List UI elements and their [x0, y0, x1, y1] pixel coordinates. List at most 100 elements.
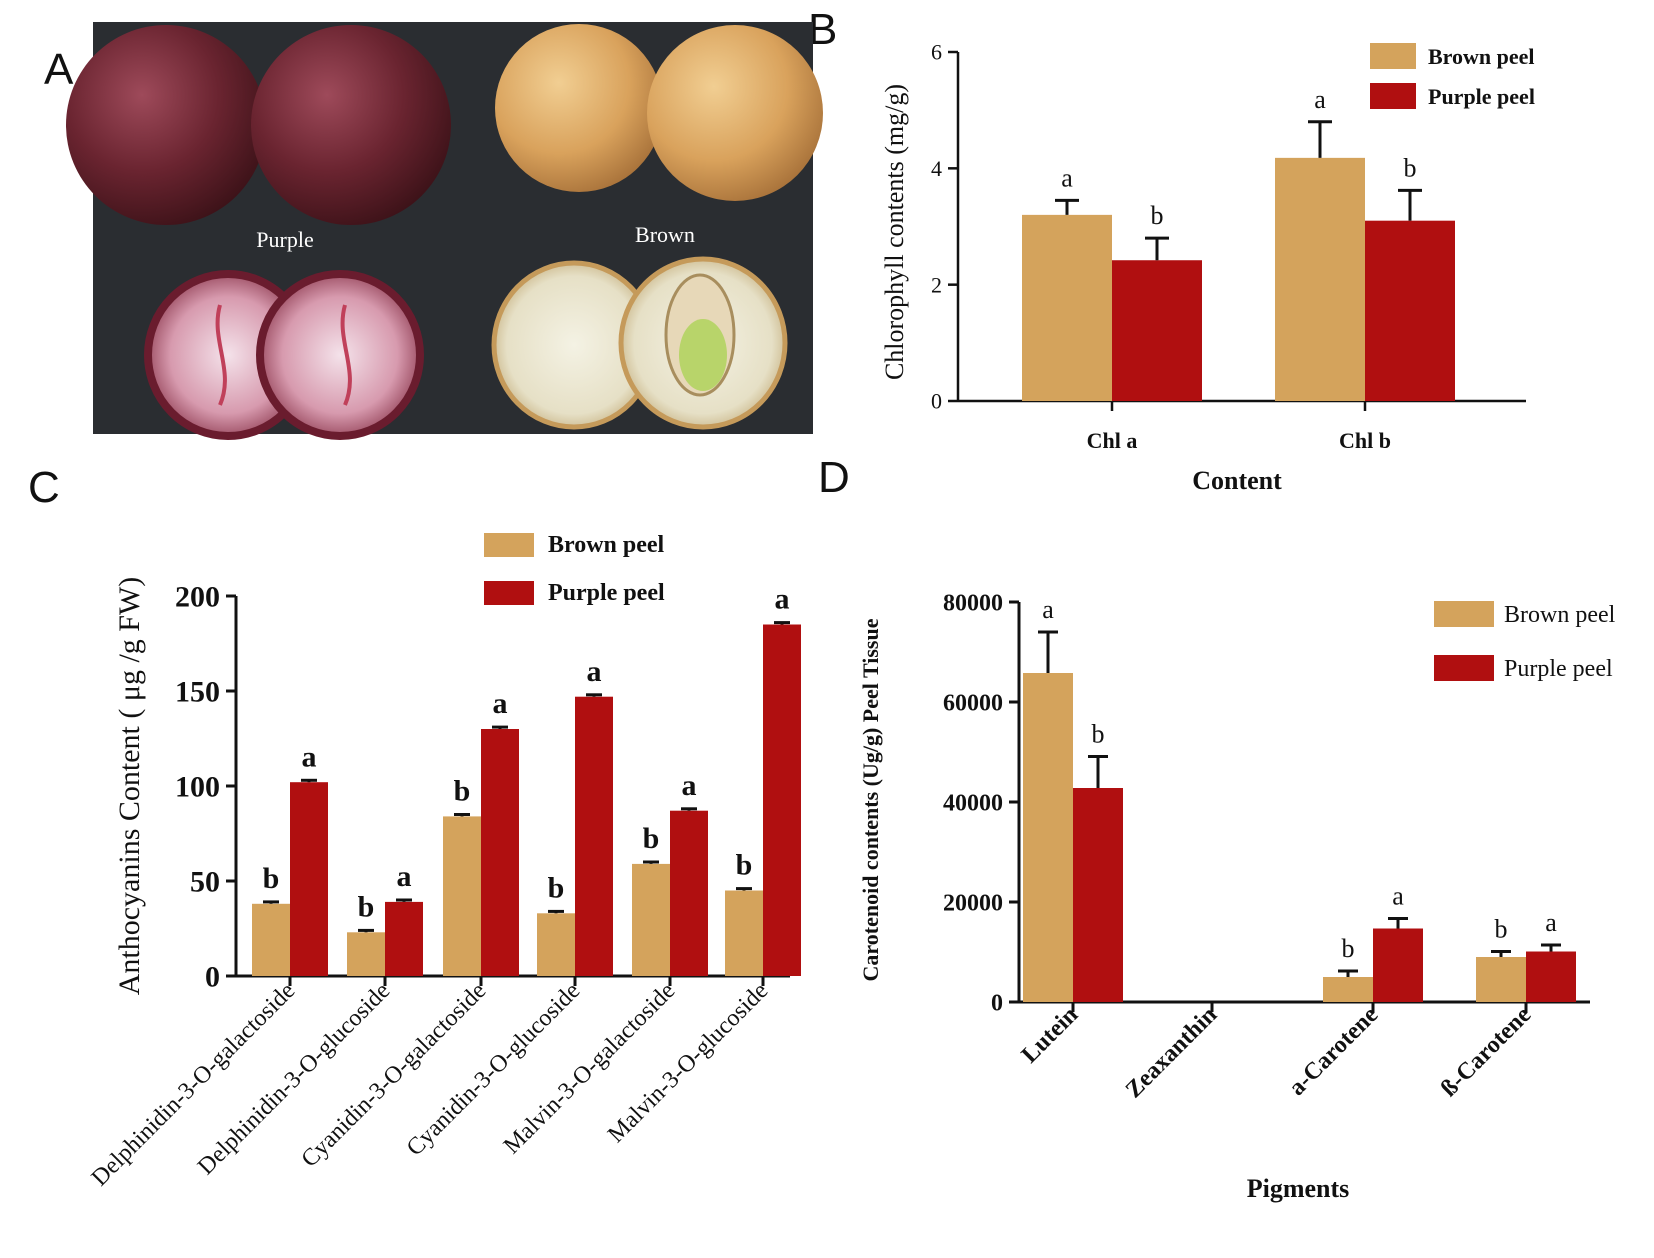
x-category-label: Chl a [1087, 428, 1138, 453]
brown-fruit-whole [495, 24, 663, 192]
y-axis-label: Anthocyanins Content ( μg /g FW) [113, 577, 146, 996]
bar [1323, 977, 1373, 1002]
purple-fruit-cut [144, 270, 424, 440]
legend-label: Brown peel [1428, 44, 1535, 69]
bar [252, 903, 290, 976]
significance-letter: b [1092, 720, 1105, 749]
photo-label-purple: Purple [256, 227, 313, 252]
y-tick-label: 0 [931, 389, 942, 414]
legend-swatch [1434, 601, 1494, 627]
y-axis-label: Carotenoid contents (Ug/g) Peel Tissue [858, 618, 883, 981]
x-category-label: a-Carotene [1284, 1002, 1383, 1101]
x-category-label: Delphinidin-3-O-glucoside [193, 978, 395, 1180]
bar [670, 810, 708, 976]
bar [1476, 957, 1526, 1002]
legend-label: Purple peel [1504, 656, 1613, 682]
legend-label: Brown peel [548, 532, 665, 558]
significance-letter: a [1314, 85, 1326, 114]
bar [290, 782, 328, 976]
significance-letter: b [358, 890, 375, 923]
x-category-label: Malvin-3-O-galactoside [499, 978, 680, 1159]
y-tick-label: 200 [175, 581, 220, 614]
x-category-label: Delphinidin-3-O-galactoside [87, 978, 300, 1191]
y-tick-label: 0 [205, 961, 220, 994]
significance-letter: b [736, 849, 753, 882]
x-category-label: Lutein [1017, 1002, 1083, 1068]
x-category-label: Cyanidin-3-O-galactoside [297, 978, 492, 1173]
purple-fruit-whole [66, 25, 266, 225]
bar [537, 913, 575, 976]
y-axis-label: Chlorophyll contents (mg/g) [880, 84, 909, 380]
legend-label: Brown peel [1504, 602, 1616, 628]
y-tick-label: 100 [175, 771, 220, 804]
x-axis-label: Pigments [1247, 1174, 1350, 1203]
significance-letter: b [1342, 934, 1355, 963]
legend-swatch [484, 533, 534, 557]
y-tick-label: 80000 [943, 590, 1003, 616]
significance-letter: a [1042, 595, 1054, 624]
significance-letter: a [397, 860, 412, 893]
significance-letter: b [263, 862, 280, 895]
x-category-label: Malvin-3-O-glucoside [603, 978, 773, 1148]
y-tick-label: 4 [931, 156, 942, 181]
brown-fruit-whole [647, 25, 823, 201]
significance-letter: a [775, 583, 790, 616]
y-tick-label: 40000 [943, 790, 1003, 816]
significance-letter: a [493, 687, 508, 720]
y-tick-label: 50 [190, 866, 220, 899]
bar [1023, 673, 1073, 1002]
bar [1526, 951, 1576, 1002]
significance-letter: b [1151, 201, 1164, 230]
significance-letter: a [587, 655, 602, 688]
y-tick-label: 150 [175, 676, 220, 709]
y-tick-label: 60000 [943, 690, 1003, 716]
bar [1073, 788, 1123, 1002]
bar [575, 696, 613, 976]
legend-label: Purple peel [1428, 84, 1535, 109]
bar [1022, 214, 1112, 401]
bar [1365, 220, 1455, 401]
x-category-label: Cyanidin-3-O-glucoside [402, 978, 585, 1161]
y-tick-label: 0 [991, 990, 1003, 1016]
y-tick-label: 20000 [943, 890, 1003, 916]
bar [632, 863, 670, 976]
significance-letter: a [1545, 908, 1557, 937]
significance-letter: a [682, 769, 697, 802]
panel-letter-b: B [808, 5, 838, 54]
significance-letter: b [643, 822, 660, 855]
x-axis-label: Content [1192, 466, 1282, 495]
bar [443, 816, 481, 976]
photo-label-brown: Brown [635, 222, 695, 247]
legend-swatch [1370, 43, 1416, 69]
bar [1112, 260, 1202, 401]
legend-swatch [1370, 83, 1416, 109]
significance-letter: a [302, 740, 317, 773]
purple-fruit-whole [251, 25, 451, 225]
x-category-label: Chl b [1339, 428, 1391, 453]
significance-letter: a [1392, 882, 1404, 911]
y-tick-label: 6 [931, 40, 942, 65]
bar [1373, 928, 1423, 1002]
significance-letter: b [454, 775, 471, 808]
panel-letter-d: D [818, 453, 850, 502]
bar [1275, 157, 1365, 401]
significance-letter: b [1495, 915, 1508, 944]
legend-swatch [1434, 655, 1494, 681]
significance-letter: b [548, 871, 565, 904]
legend-label: Purple peel [548, 580, 665, 606]
bar [385, 901, 423, 976]
bar [725, 890, 763, 976]
legend-swatch [484, 581, 534, 605]
significance-letter: b [1404, 153, 1417, 182]
brown-fruit-cut [491, 256, 788, 430]
bar [763, 624, 801, 976]
x-category-label: Zeaxanthin [1121, 1002, 1222, 1103]
panel-letter-c: C [28, 463, 60, 512]
bar [481, 729, 519, 976]
significance-letter: a [1061, 163, 1073, 192]
x-category-label: ß-Carotene [1436, 1002, 1536, 1102]
